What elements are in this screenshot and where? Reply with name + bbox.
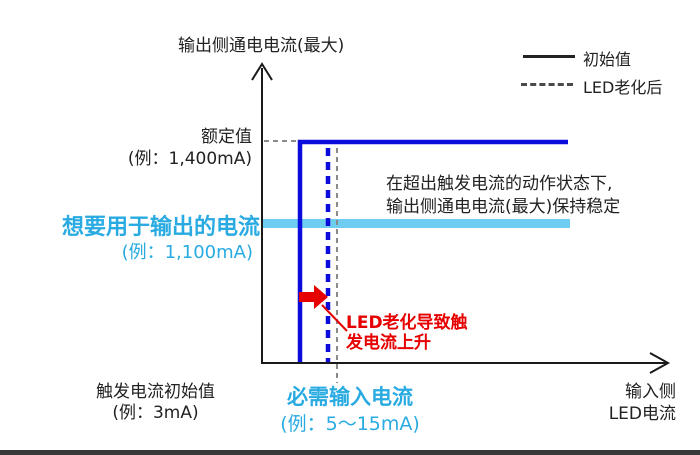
bottom-divider-bar: [0, 450, 700, 455]
stability-note-line2: 输出侧通电电流(最大)保持稳定: [386, 197, 621, 217]
trigger-initial-text: 触发电流初始值: [96, 382, 215, 402]
legend-initial-label: 初始值: [583, 50, 632, 69]
chart-title: 输出侧通电电流(最大): [178, 36, 345, 56]
legend-aged-label: LED老化后: [583, 78, 663, 97]
aging-annotation-line2: 发电流上升: [346, 333, 431, 353]
trigger-initial-label: 触发电流初始值 (例：3mA): [58, 382, 253, 424]
aging-pointer-line: [321, 304, 348, 332]
legend-dashed-line-sample: [521, 83, 573, 86]
rated-value-text: 额定值: [201, 127, 252, 147]
y-axis-arrowhead-icon: [251, 62, 273, 81]
legend-solid-line-sample: [523, 55, 575, 58]
x-axis-arrowhead-icon: [649, 352, 671, 374]
trigger-initial-example: (例：3mA): [112, 403, 199, 423]
initial-value-curve: [297, 139, 568, 362]
x-axis-label-line1: 输入侧: [625, 382, 676, 402]
x-axis-label: 输入侧 LED电流: [556, 381, 676, 425]
stability-note: 在超出触发电流的动作状态下, 输出侧通电电流(最大)保持稳定: [386, 173, 620, 219]
desired-output-band: [263, 219, 570, 228]
aging-annotation: LED老化导致触 发电流上升: [346, 313, 468, 353]
required-input-label: 必需输入电流: [287, 385, 413, 409]
x-axis-label-line2: LED电流: [608, 404, 676, 424]
rated-value-label: 额定值 (例：1,400mA): [52, 126, 252, 170]
required-input-example: (例：5～15mA): [280, 413, 420, 435]
aging-annotation-line1: LED老化导致触: [346, 313, 468, 333]
desired-output-label: 想要用于输出的电流: [61, 215, 260, 240]
rated-value-example: (例：1,400mA): [127, 149, 252, 169]
aging-shift-arrow-icon: [299, 285, 328, 309]
stability-note-line1: 在超出触发电流的动作状态下,: [386, 174, 613, 194]
desired-output-example: (例：1,100mA): [121, 242, 253, 263]
